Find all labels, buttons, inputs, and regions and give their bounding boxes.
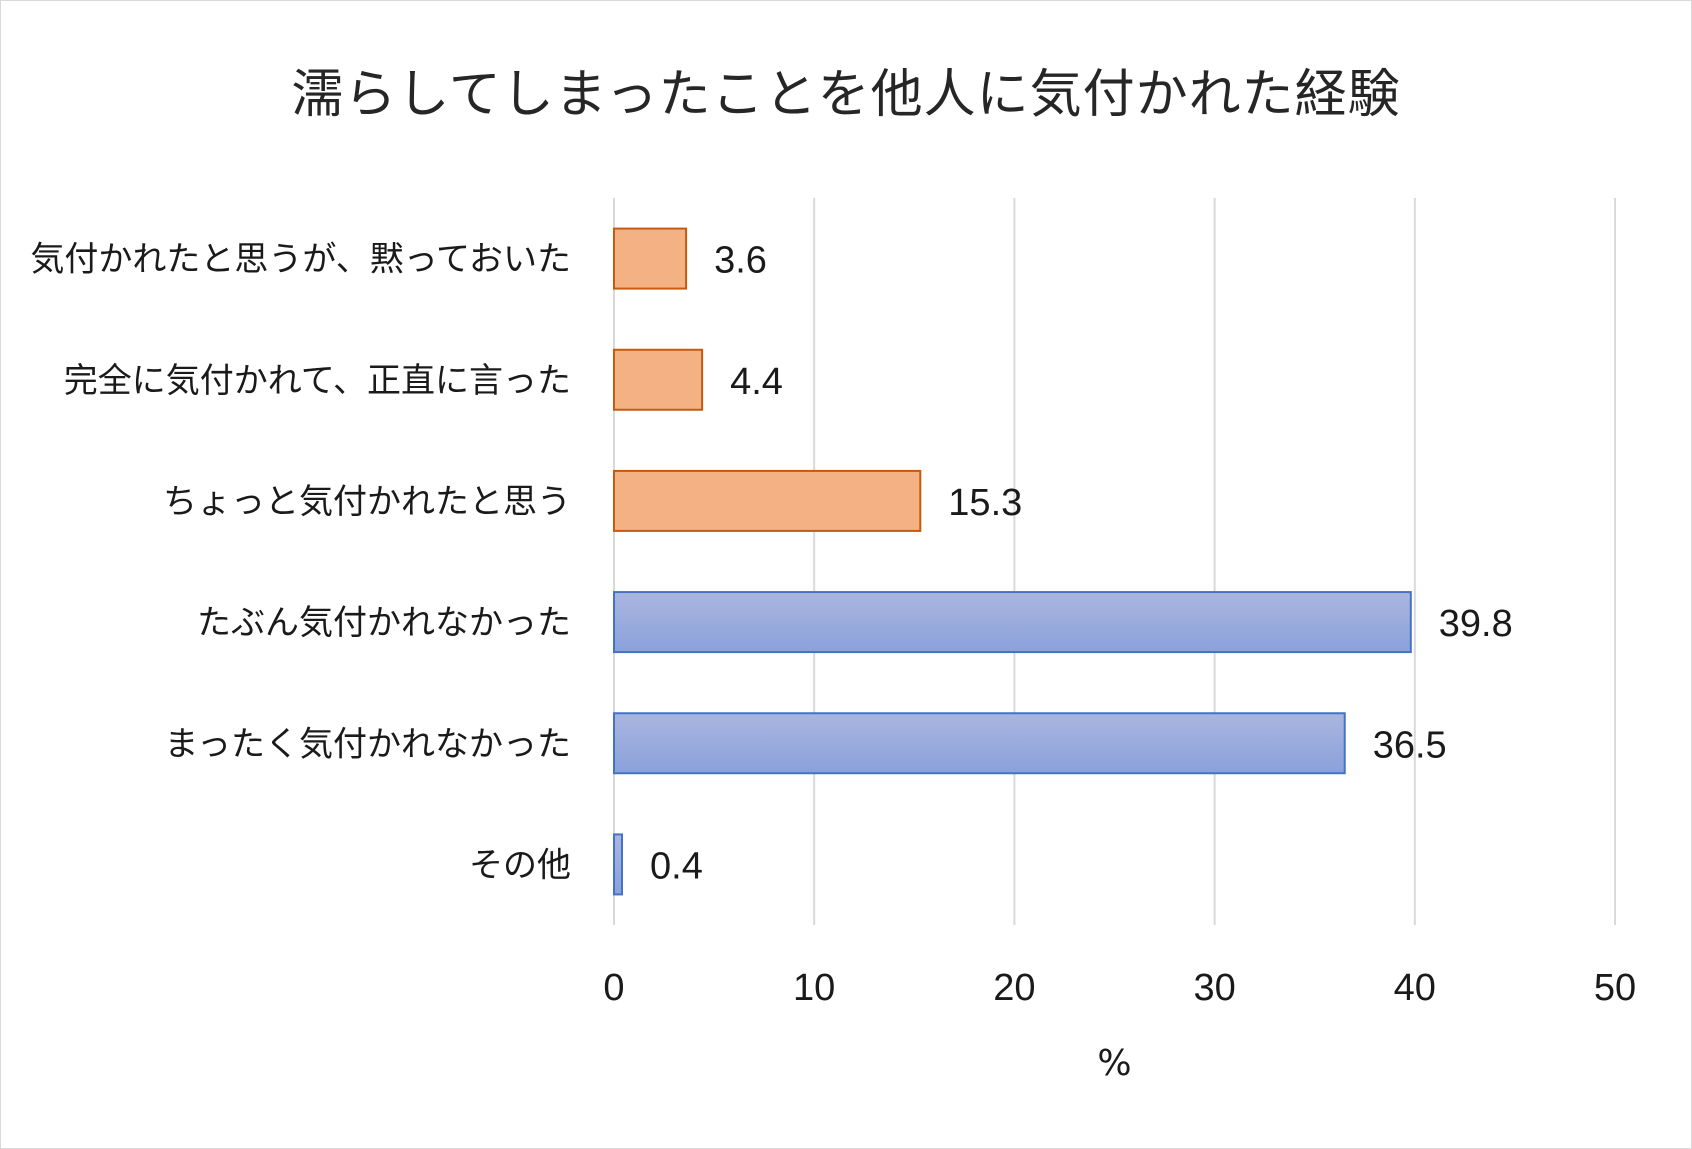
bar xyxy=(613,712,1346,775)
category-labels: 気付かれたと思うが、黙っておいた完全に気付かれて、正直に言ったちょっと気付かれた… xyxy=(30,240,571,886)
value-label: 39.8 xyxy=(1439,603,1513,645)
bar xyxy=(613,348,704,411)
value-label: 4.4 xyxy=(730,361,783,403)
chart-title: 濡らしてしまったことを他人に気付かれた経験 xyxy=(291,65,1401,125)
x-tick-labels: 0 10 20 30 40 50 xyxy=(603,967,1636,1009)
x-tick-label: 50 xyxy=(1594,967,1636,1009)
bar xyxy=(613,833,624,896)
x-axis-title: % xyxy=(1097,1043,1131,1084)
value-label: 15.3 xyxy=(948,482,1022,524)
bar xyxy=(613,469,922,532)
x-tick-label: 0 xyxy=(603,967,624,1009)
category-label: 気付かれたと思うが、黙っておいた xyxy=(30,240,571,280)
x-tick-label: 40 xyxy=(1394,967,1436,1009)
bar xyxy=(613,591,1412,654)
value-labels: 3.6 4.4 15.3 39.8 36.5 0.4 xyxy=(650,240,1513,888)
x-tick-label: 20 xyxy=(993,967,1035,1009)
category-label: たぶん気付かれなかった xyxy=(197,603,571,643)
x-tick-label: 30 xyxy=(1193,967,1235,1009)
value-label: 0.4 xyxy=(650,845,703,887)
x-tick-label: 10 xyxy=(793,967,835,1009)
bar xyxy=(613,227,688,290)
value-label: 36.5 xyxy=(1373,724,1447,766)
gridlines xyxy=(613,198,1616,925)
bars xyxy=(613,227,1412,896)
value-label: 3.6 xyxy=(714,240,767,282)
category-label: まったく気付かれなかった xyxy=(164,724,571,764)
category-label: ちょっと気付かれたと思う xyxy=(163,482,571,522)
category-label: 完全に気付かれて、正直に言った xyxy=(64,361,571,401)
category-label: その他 xyxy=(469,845,571,885)
